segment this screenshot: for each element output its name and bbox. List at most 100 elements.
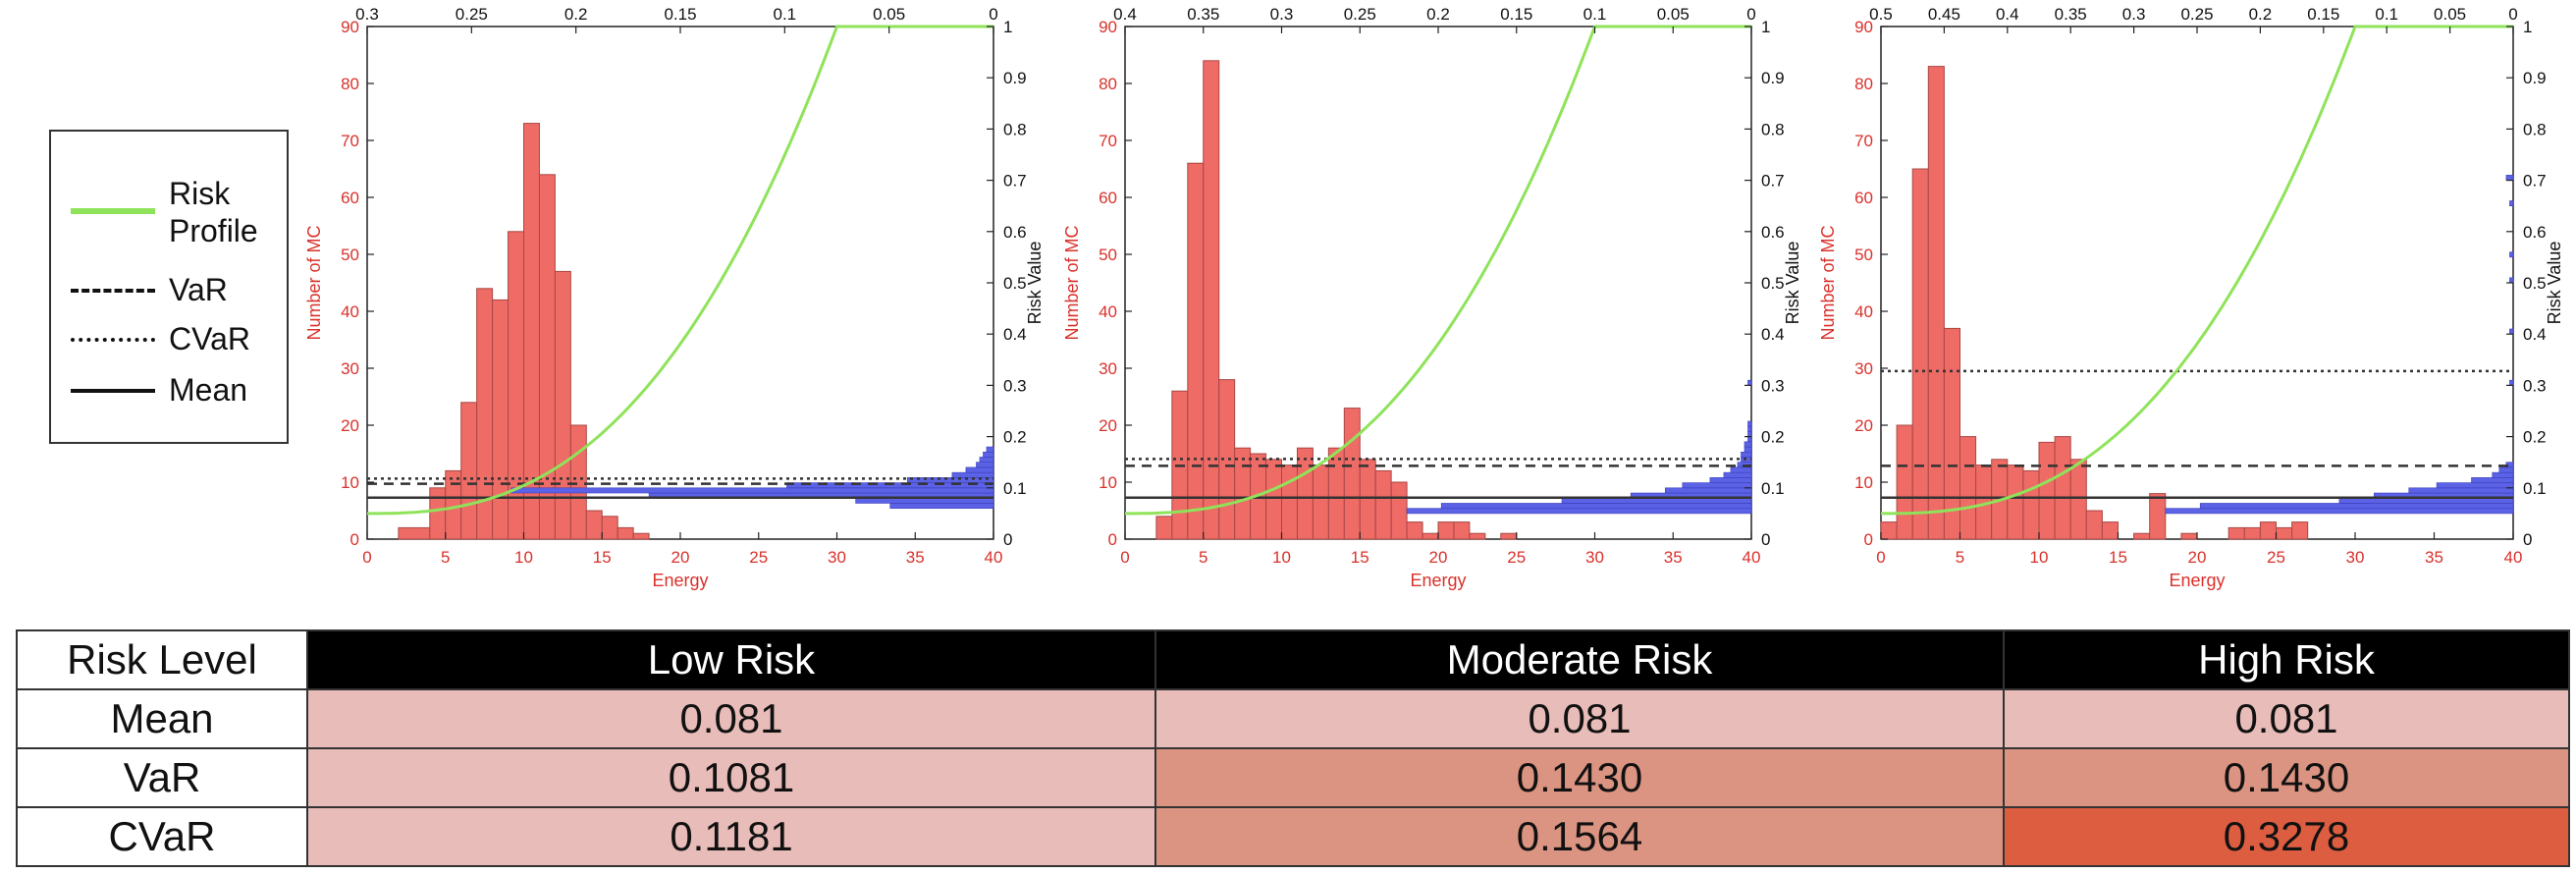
top-tick-label: 0.05 — [873, 5, 905, 24]
x-tick-label: 0 — [1876, 548, 1885, 567]
risk-distribution-bar — [979, 457, 994, 464]
histogram-bar — [1959, 436, 1977, 540]
y-tick-label: 0 — [1864, 530, 1873, 549]
y2-tick-label: 0.2 — [1761, 428, 1785, 447]
x-tick-label: 40 — [2504, 548, 2523, 567]
histogram-bar — [2291, 521, 2309, 540]
plot-frame — [1880, 26, 2514, 540]
risk-distribution-bar — [1406, 508, 1752, 515]
x-tick-label: 15 — [1351, 548, 1369, 567]
y2-axis-label: Risk Value — [1783, 242, 1802, 325]
risk-distribution-bar — [983, 451, 994, 458]
top-tick-label: 0 — [2508, 5, 2517, 24]
top-tick-label: 0.1 — [774, 5, 797, 24]
histogram-bar — [1896, 424, 1913, 540]
x-tick-label: 10 — [2030, 548, 2049, 567]
histogram-bar — [429, 487, 447, 540]
histogram-bar — [1265, 459, 1283, 540]
table-cell: 0.1564 — [1154, 806, 2005, 867]
histogram-bar — [2227, 526, 2245, 540]
legend-cvar-swatch — [71, 338, 155, 342]
risk-distribution-bar — [2509, 251, 2514, 258]
histogram-bar — [1187, 162, 1205, 540]
top-tick-label: 0.25 — [2180, 5, 2213, 24]
y-tick-label: 70 — [1854, 132, 1873, 150]
table-cell: 0.3278 — [2003, 806, 2570, 867]
risk-distribution-bar — [1747, 425, 1752, 432]
x-tick-label: 40 — [1743, 548, 1761, 567]
histogram-bar — [1359, 459, 1376, 540]
top-tick-label: 0.3 — [2122, 5, 2146, 24]
risk-distribution-bar — [1709, 477, 1752, 483]
top-tick-label: 0.15 — [2307, 5, 2339, 24]
y-tick-label: 50 — [341, 246, 359, 264]
y-tick-label: 20 — [341, 416, 359, 435]
y2-tick-label: 0.9 — [1003, 69, 1027, 87]
y-tick-label: 70 — [341, 132, 359, 150]
histogram-bar — [2022, 469, 2040, 540]
table-header-risk-level: Risk Level — [16, 629, 308, 690]
x-tick-label: 15 — [2109, 548, 2127, 567]
y2-tick-label: 0.6 — [1761, 223, 1785, 242]
legend: Risk Profile VaR CVaR Mean — [49, 130, 289, 444]
top-tick-label: 0.45 — [1928, 5, 1960, 24]
y-tick-label: 60 — [1099, 189, 1117, 207]
histogram-bar — [1234, 447, 1252, 540]
risk-distribution-bar — [965, 466, 994, 473]
x-tick-label: 35 — [906, 548, 925, 567]
top-tick-label: 0.05 — [1657, 5, 1690, 24]
table-cell: 0.1430 — [2003, 747, 2570, 808]
y-tick-label: 90 — [1854, 18, 1873, 36]
risk-distribution-bar — [1730, 466, 1752, 473]
x-tick-label: 25 — [1507, 548, 1526, 567]
table-header-moderate-risk: Moderate Risk — [1154, 629, 2005, 690]
risk-profile-curve — [367, 25, 993, 516]
histogram-bar — [1500, 532, 1518, 540]
y-tick-label: 60 — [1854, 189, 1873, 207]
y2-tick-label: 0.5 — [1761, 274, 1785, 293]
x-axis-label: Energy — [1410, 571, 1466, 590]
legend-risk-profile-swatch — [71, 208, 155, 214]
histogram-bar — [2069, 459, 2087, 540]
charts-canvas: 0 5 10 15 20 25 30 35 40Energy010203040506070809… — [304, 5, 2564, 590]
histogram-bar — [1406, 521, 1423, 540]
y-tick-label: 30 — [1854, 359, 1873, 378]
y-tick-label: 20 — [1854, 416, 1873, 435]
risk-distribution-bar — [2165, 508, 2514, 515]
top-tick-label: 0.05 — [2434, 5, 2466, 24]
table-cell: 0.081 — [306, 688, 1156, 749]
histogram-bar — [2101, 521, 2119, 540]
histogram-bar — [1155, 516, 1173, 540]
histogram-bar — [1437, 521, 1455, 540]
y-tick-label: 70 — [1099, 132, 1117, 150]
risk-distribution-bar — [2338, 497, 2514, 504]
risk-distribution-bar — [1744, 441, 1752, 448]
x-axis-label: Energy — [2169, 571, 2225, 590]
y-tick-label: 30 — [1099, 359, 1117, 378]
y2-tick-label: 0.7 — [1003, 172, 1027, 191]
x-tick-label: 20 — [1429, 548, 1448, 567]
histogram-bar — [1296, 447, 1314, 540]
table-row-label-mean: Mean — [16, 688, 308, 749]
histogram-bar — [569, 424, 587, 540]
histogram-bar — [632, 532, 650, 540]
x-tick-label: 40 — [985, 548, 1003, 567]
y2-tick-label: 0.3 — [1761, 376, 1785, 395]
y2-tick-label: 0.7 — [1761, 172, 1785, 191]
histogram-bar — [1943, 327, 1961, 540]
y-tick-label: 80 — [341, 75, 359, 93]
risk-distribution-bar — [1723, 471, 1752, 478]
table-row: VaR 0.1081 0.1430 0.1430 — [16, 747, 2570, 808]
legend-cvar-label: CVaR — [169, 321, 250, 356]
y-tick-label: 50 — [1099, 246, 1117, 264]
top-tick-label: 0.4 — [1113, 5, 1137, 24]
risk-distribution-bar — [2199, 503, 2514, 509]
histogram-bar — [492, 299, 510, 540]
y2-tick-label: 0 — [1761, 530, 1770, 549]
histogram-bar — [1312, 464, 1329, 540]
histogram-bar — [445, 469, 462, 540]
x-tick-label: 5 — [441, 548, 450, 567]
y-tick-label: 40 — [1099, 302, 1117, 321]
risk-distribution-bar — [986, 446, 994, 453]
histogram-bar — [1374, 469, 1392, 540]
